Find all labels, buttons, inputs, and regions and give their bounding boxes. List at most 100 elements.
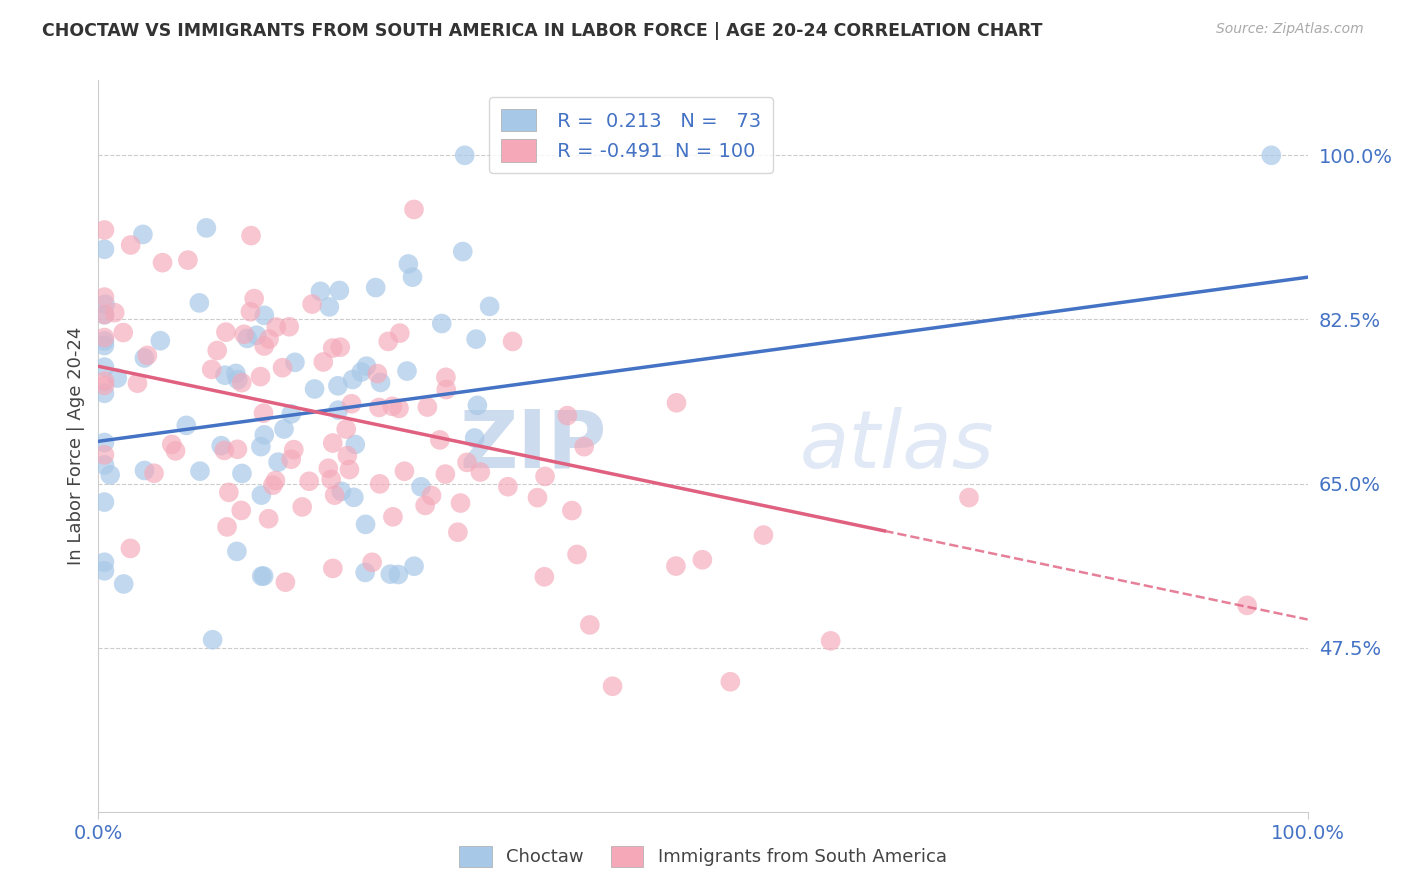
Point xyxy=(93,290,115,304)
Point xyxy=(328,284,350,298)
Point xyxy=(450,496,472,510)
Point xyxy=(93,242,115,256)
Point xyxy=(120,238,142,252)
Point xyxy=(534,469,557,483)
Point xyxy=(366,367,388,381)
Point xyxy=(93,555,115,569)
Point xyxy=(388,401,411,416)
Point xyxy=(368,401,391,415)
Point xyxy=(957,491,980,505)
Point xyxy=(322,561,344,575)
Point xyxy=(752,528,775,542)
Point xyxy=(665,396,688,410)
Point xyxy=(160,437,183,451)
Point xyxy=(420,488,443,502)
Point xyxy=(93,564,115,578)
Point xyxy=(246,328,269,343)
Point xyxy=(98,467,121,482)
Point xyxy=(340,397,363,411)
Point xyxy=(257,512,280,526)
Point xyxy=(93,435,115,450)
Point xyxy=(478,299,501,313)
Point xyxy=(502,334,524,349)
Point xyxy=(231,503,253,517)
Point xyxy=(447,525,470,540)
Point xyxy=(318,461,340,475)
Point xyxy=(93,360,115,375)
Point xyxy=(434,467,457,482)
Text: ZIP: ZIP xyxy=(458,407,606,485)
Point xyxy=(388,326,411,340)
Point xyxy=(381,509,404,524)
Point xyxy=(335,422,357,436)
Point xyxy=(361,555,384,569)
Point xyxy=(692,553,714,567)
Point xyxy=(301,297,323,311)
Point xyxy=(430,317,453,331)
Point xyxy=(201,632,224,647)
Point xyxy=(233,327,256,342)
Point xyxy=(413,499,436,513)
Point xyxy=(470,465,492,479)
Point xyxy=(93,374,115,388)
Point xyxy=(381,400,404,414)
Point xyxy=(304,382,326,396)
Point xyxy=(253,309,276,323)
Point xyxy=(329,340,352,354)
Point xyxy=(93,378,115,392)
Point xyxy=(350,365,373,379)
Point xyxy=(496,480,519,494)
Point xyxy=(402,202,425,217)
Point xyxy=(321,472,343,486)
Point xyxy=(283,442,305,457)
Point xyxy=(231,467,253,481)
Point xyxy=(93,458,115,472)
Point xyxy=(218,485,240,500)
Point xyxy=(257,332,280,346)
Point xyxy=(152,255,174,269)
Point xyxy=(572,440,595,454)
Legend: Choctaw, Immigrants from South America: Choctaw, Immigrants from South America xyxy=(451,838,955,874)
Point xyxy=(339,462,361,476)
Point xyxy=(565,548,588,562)
Point xyxy=(93,330,115,344)
Point xyxy=(402,559,425,574)
Point xyxy=(416,400,439,414)
Point xyxy=(226,442,249,457)
Point xyxy=(252,569,274,583)
Point xyxy=(105,371,128,385)
Point xyxy=(225,367,247,381)
Point xyxy=(456,455,478,469)
Point xyxy=(326,379,349,393)
Point xyxy=(93,223,115,237)
Point xyxy=(396,257,419,271)
Point xyxy=(214,368,236,383)
Text: atlas: atlas xyxy=(800,407,994,485)
Point xyxy=(264,320,287,334)
Point xyxy=(215,520,238,534)
Point xyxy=(93,334,115,348)
Point xyxy=(434,370,457,384)
Point xyxy=(250,440,273,454)
Point xyxy=(225,544,247,558)
Point xyxy=(429,433,451,447)
Point xyxy=(240,228,263,243)
Point xyxy=(274,575,297,590)
Point xyxy=(1236,599,1258,613)
Point xyxy=(434,383,457,397)
Point xyxy=(718,674,741,689)
Point xyxy=(226,373,249,387)
Point xyxy=(134,351,156,365)
Point xyxy=(284,355,307,369)
Point xyxy=(94,297,117,311)
Point xyxy=(195,220,218,235)
Point xyxy=(322,436,344,450)
Point xyxy=(252,406,274,420)
Point xyxy=(249,369,271,384)
Point xyxy=(253,428,276,442)
Point xyxy=(395,364,418,378)
Point xyxy=(561,503,583,517)
Point xyxy=(236,331,259,345)
Point xyxy=(330,484,353,499)
Text: Source: ZipAtlas.com: Source: ZipAtlas.com xyxy=(1216,22,1364,37)
